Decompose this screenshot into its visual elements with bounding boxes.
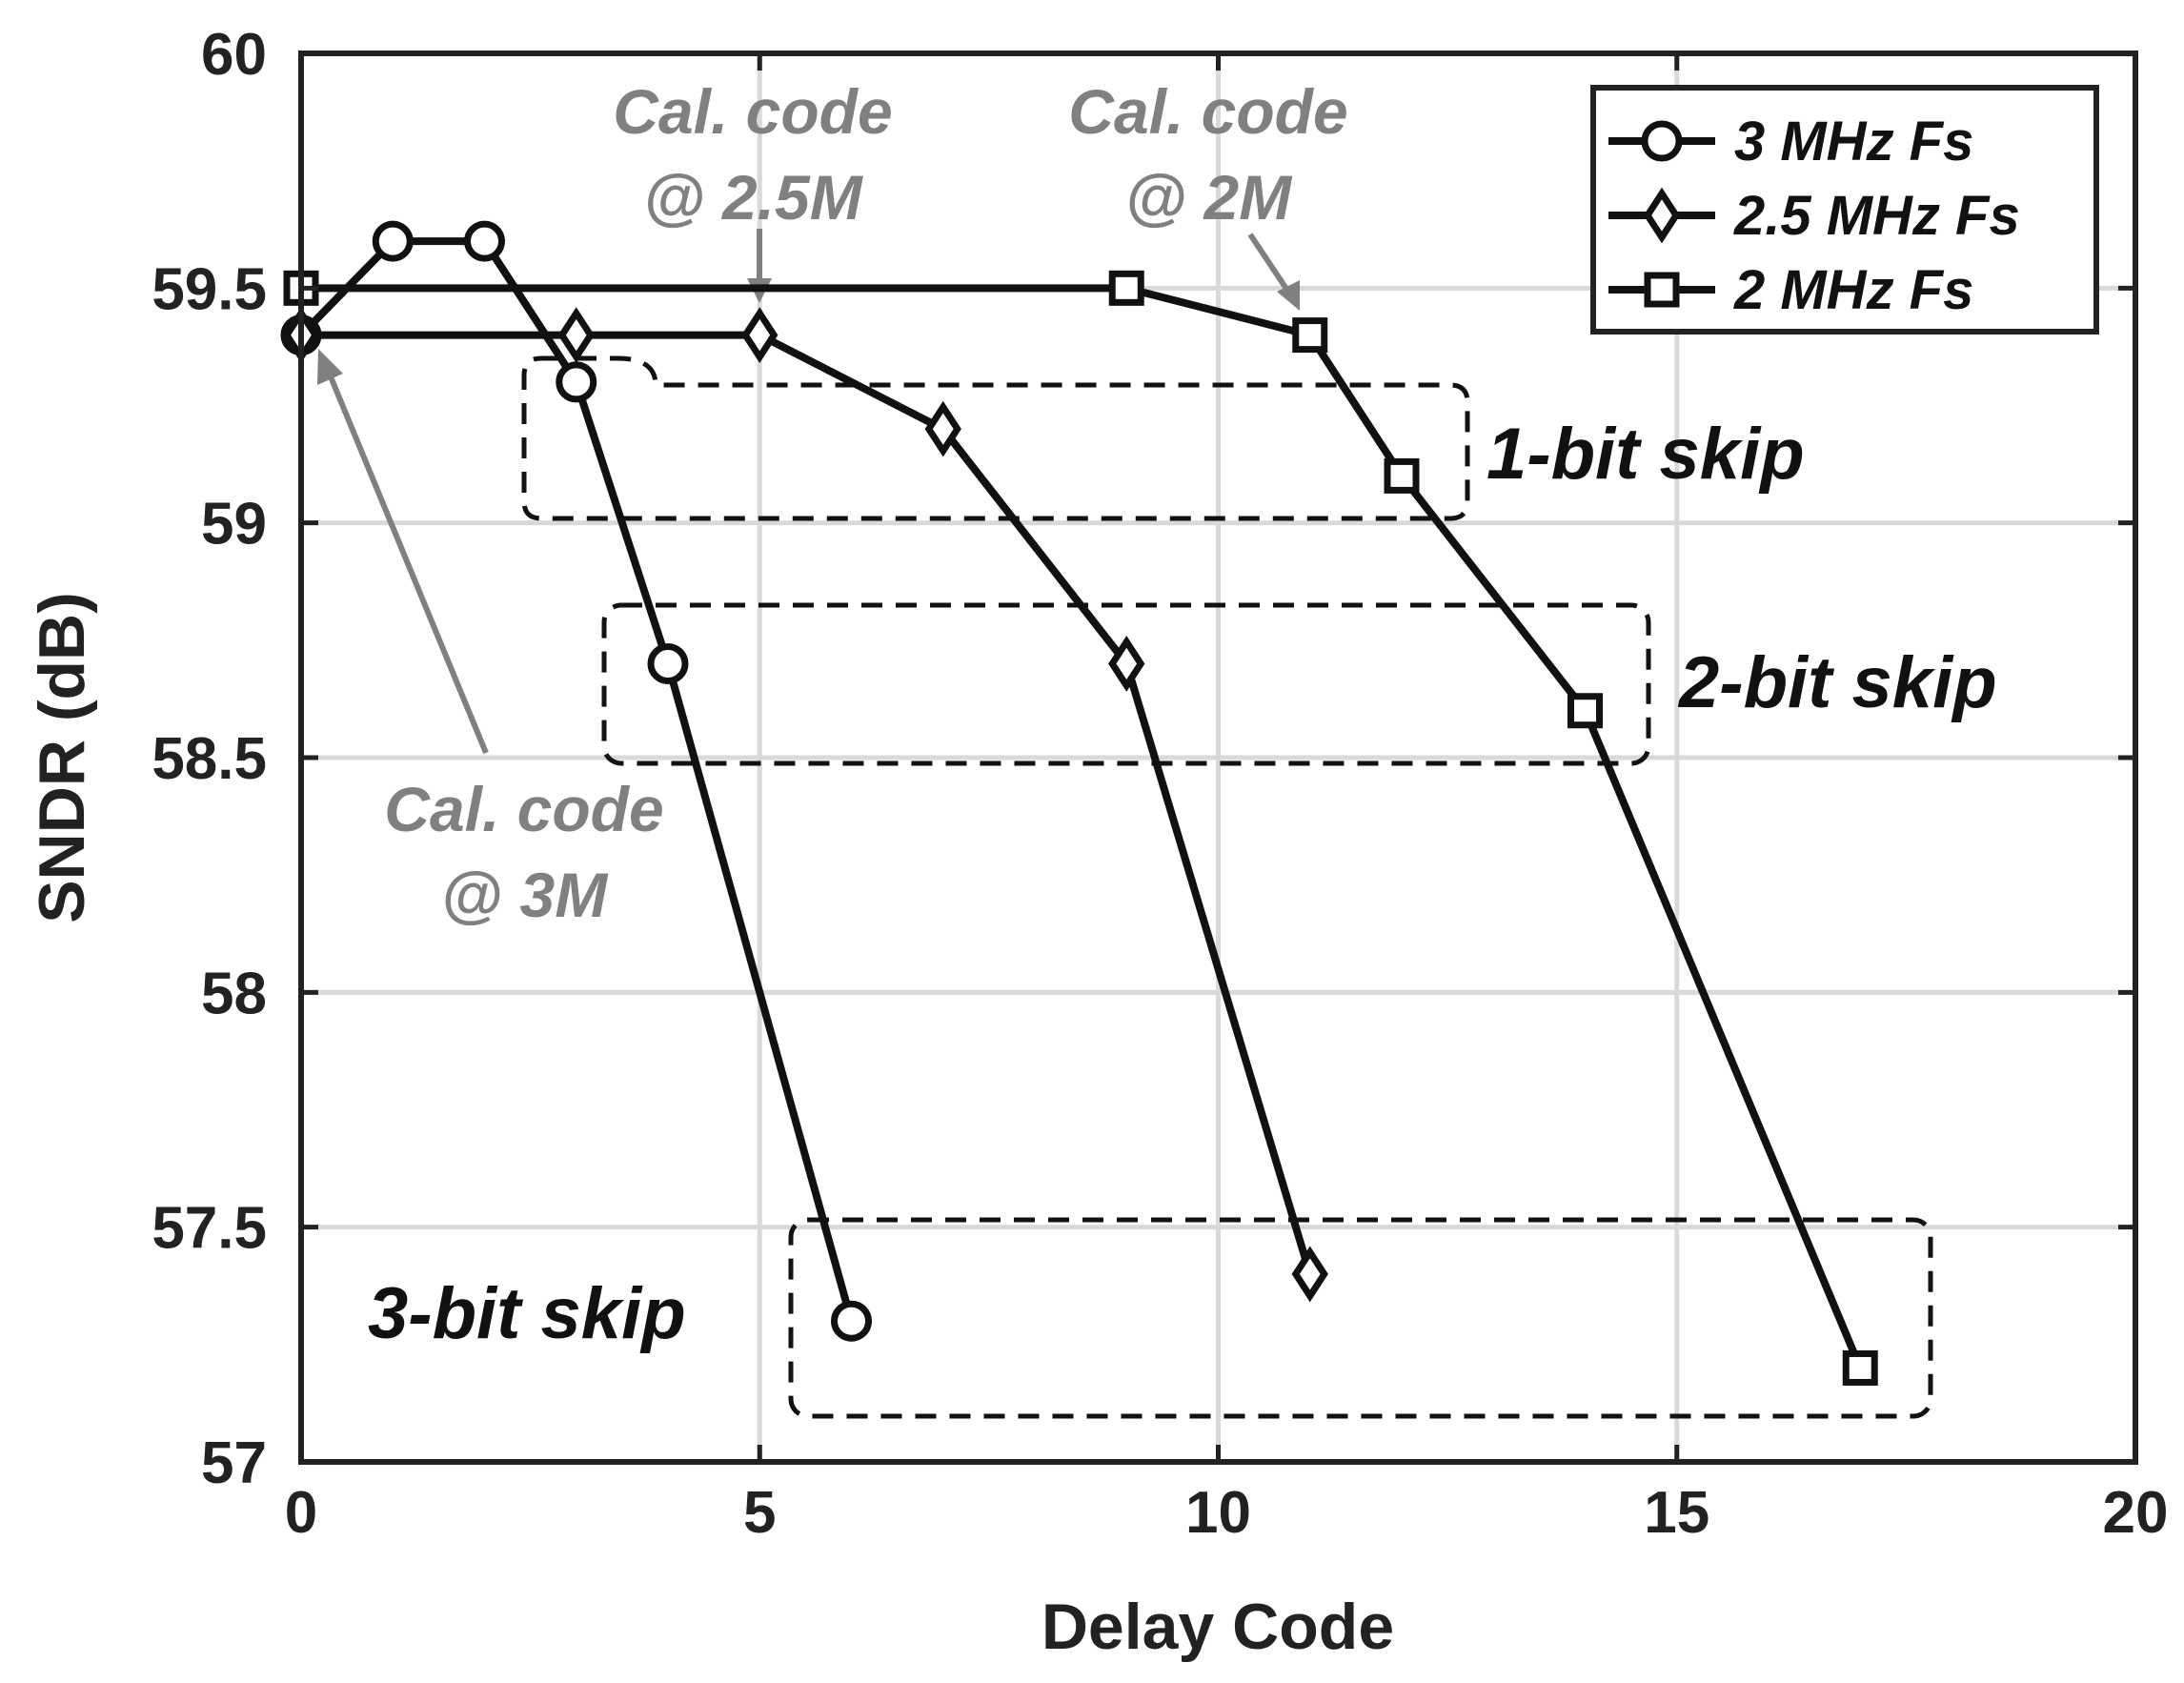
legend-label: 2 MHz Fs (1733, 259, 1973, 321)
series-line-square (301, 284, 1864, 1370)
y-tick-label: 60 (201, 22, 267, 88)
y-tick-label: 57 (201, 1430, 267, 1496)
legend: 3 MHz Fs 2.5 MHz Fs 2 MHz Fs (1590, 85, 2099, 335)
y-tick-label: 57.5 (152, 1196, 267, 1262)
data-point-square (1842, 1349, 1878, 1386)
skip-box-3bit (788, 1217, 1933, 1419)
y-tick-label: 58.5 (152, 726, 267, 792)
y-tick-label: 59 (201, 492, 267, 558)
data-series (280, 220, 1878, 1386)
y-tick-label: 59.5 (152, 256, 267, 322)
series-diamond (282, 307, 1328, 1303)
series-line-diamond (301, 331, 1314, 1276)
data-point-circle (556, 361, 597, 403)
legend-label: 3 MHz Fs (1734, 111, 1973, 172)
data-point-square (1292, 317, 1328, 354)
y-axis-title: SNDR (dB) (26, 592, 98, 923)
annotation-cal-25m-line1: Cal. code (613, 76, 892, 147)
legend-marker-circle (1641, 120, 1683, 162)
data-point-diamond (1108, 636, 1145, 692)
data-point-diamond (741, 307, 779, 364)
annotation-cal-25m-line2: @ 2.5M (643, 162, 863, 233)
series-line-circle (298, 237, 856, 1323)
arrow-head-cal-3m (317, 349, 343, 385)
y-tick-label: 58 (201, 961, 267, 1026)
annotation-cal-3m-line2: @ 3M (441, 860, 609, 930)
annotation-1bit-skip: 1-bit skip (1486, 414, 1805, 495)
data-point-diamond (557, 307, 595, 364)
data-point-square (1384, 457, 1420, 494)
x-tick-label: 20 (2103, 1480, 2169, 1546)
legend-marker-diamond (1643, 187, 1681, 244)
annotation-3bit-skip: 3-bit skip (368, 1273, 686, 1354)
arrow-head-cal-2m (1277, 280, 1300, 311)
x-tick-label: 15 (1644, 1480, 1709, 1546)
x-tick-label: 5 (743, 1480, 776, 1546)
annotation-cal-2m-line2: @ 2M (1125, 162, 1293, 233)
data-point-circle (464, 220, 505, 262)
data-point-circle (647, 642, 689, 684)
arrow-cal-2m (1247, 233, 1291, 294)
x-tick-label: 10 (1185, 1480, 1251, 1546)
annotation-2bit-skip: 2-bit skip (1677, 642, 1997, 723)
data-point-square (1108, 270, 1144, 306)
axis-ticks: 0 5 10 15 20 57 57.5 58 58.5 59 59.5 60 (152, 22, 2168, 1546)
data-point-diamond (924, 400, 961, 457)
x-tick-label: 0 (285, 1480, 317, 1546)
legend-label: 2.5 MHz Fs (1733, 185, 2020, 247)
x-axis-title: Delay Code (1041, 1591, 1394, 1663)
legend-marker-square (1644, 272, 1680, 308)
data-point-circle (372, 220, 414, 262)
annotation-cal-2m-line1: Cal. code (1068, 76, 1347, 147)
annotations: Cal. code @ 3M Cal. code @ 2.5M Cal. cod… (317, 76, 1997, 1419)
data-point-diamond (1291, 1246, 1328, 1303)
data-point-square (1567, 693, 1603, 729)
data-point-circle (831, 1300, 872, 1342)
arrow-cal-3m (325, 368, 489, 755)
skip-box-2bit (601, 602, 1651, 766)
skip-box-1bit (521, 355, 1470, 521)
annotation-cal-3m-line1: Cal. code (384, 774, 663, 844)
